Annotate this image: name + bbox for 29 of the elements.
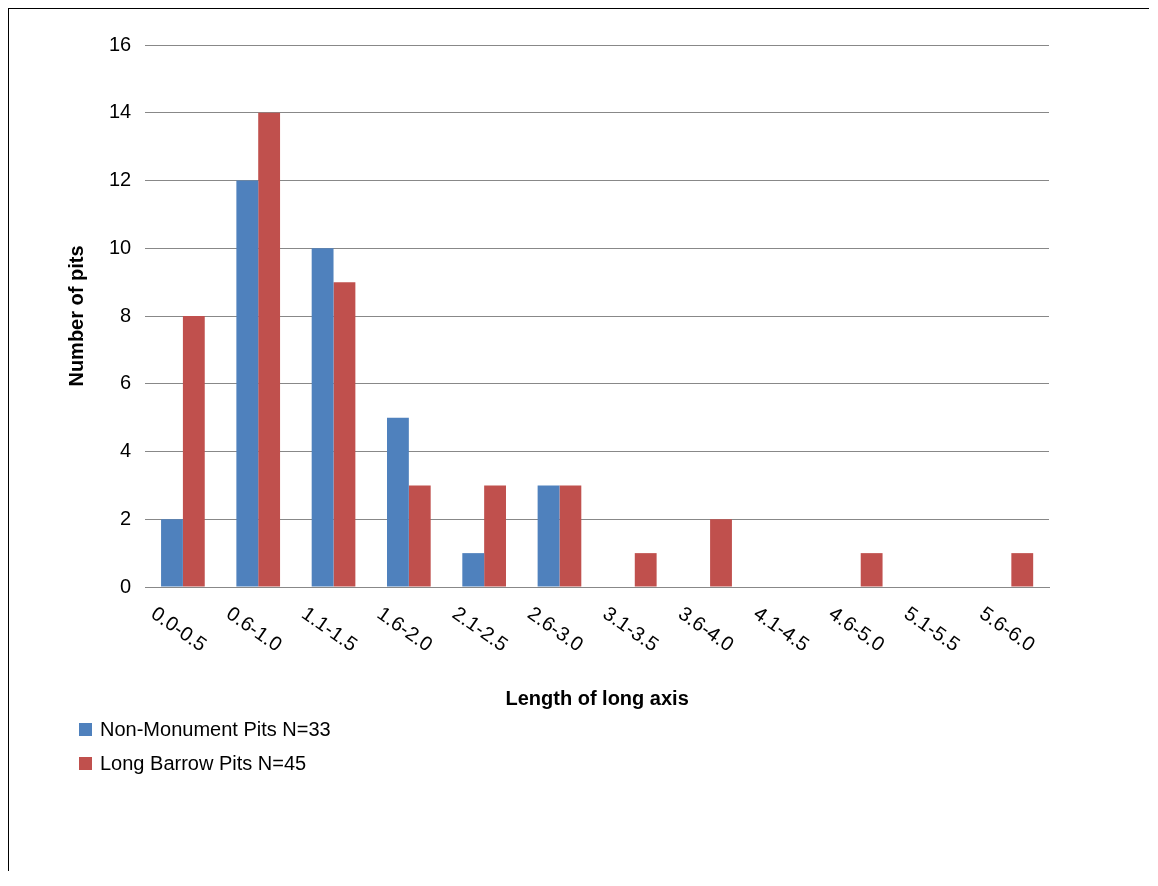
- bar: [462, 553, 485, 587]
- bar: [161, 519, 183, 587]
- y-tick-label: 0: [120, 574, 132, 597]
- bar: [258, 112, 281, 587]
- bar: [710, 519, 732, 587]
- y-tick-label: 6: [120, 371, 132, 394]
- y-tick-label: 10: [109, 235, 132, 258]
- bar: [311, 248, 334, 587]
- bar: [537, 485, 560, 587]
- bar: [182, 316, 205, 587]
- y-tick-label: 14: [109, 100, 132, 123]
- y-tick-label: 12: [109, 168, 132, 191]
- bar: [559, 485, 582, 587]
- bar: [333, 282, 356, 587]
- bar: [1011, 553, 1034, 587]
- bar: [236, 180, 259, 587]
- y-tick-label: 16: [109, 32, 132, 55]
- bar: [408, 485, 431, 587]
- legend-label: Non-Monument Pits N=33: [100, 717, 331, 742]
- legend-label: Long Barrow Pits N=45: [100, 751, 307, 776]
- y-tick-label: 2: [120, 506, 132, 529]
- bar: [387, 417, 409, 587]
- x-axis-title: Length of long axis: [505, 686, 689, 709]
- bar: [484, 485, 506, 587]
- bar: [860, 553, 883, 587]
- y-axis-title: Number of pits: [64, 245, 87, 387]
- y-tick-label: 8: [120, 303, 132, 326]
- bar: [634, 553, 657, 587]
- y-tick-label: 4: [120, 439, 132, 462]
